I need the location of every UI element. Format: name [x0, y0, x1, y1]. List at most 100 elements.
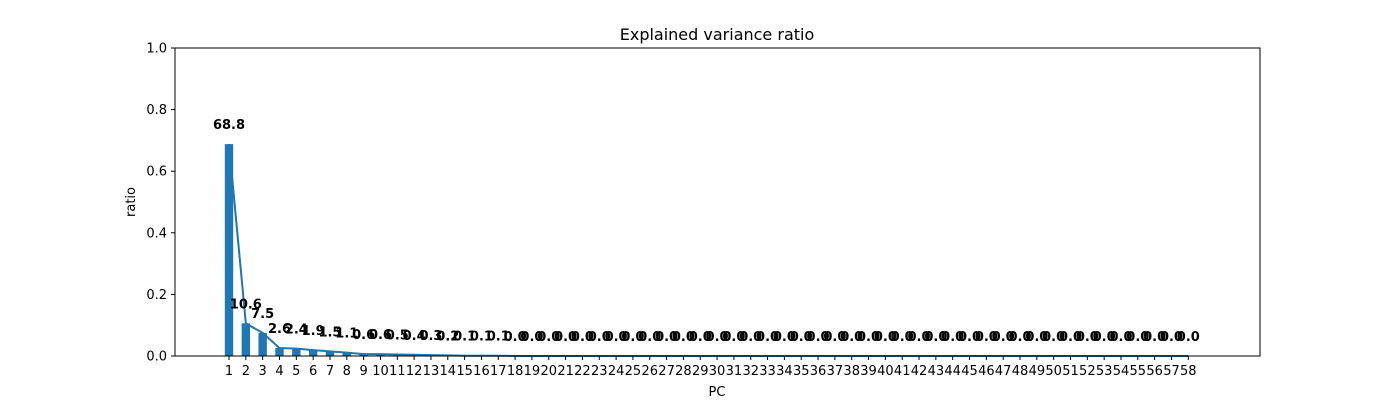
x-tick-label: 6	[309, 364, 317, 379]
data-label: 0.0	[874, 330, 897, 345]
data-label: 0.0	[672, 330, 695, 345]
x-tick-label: 23	[591, 364, 608, 379]
x-tick-label: 22	[574, 364, 591, 379]
x-tick-label: 32	[742, 364, 759, 379]
x-tick-label: 19	[524, 364, 541, 379]
x-tick-label: 42	[911, 364, 928, 379]
x-tick-label: 46	[978, 364, 995, 379]
data-label: 0.0	[924, 330, 947, 345]
x-tick-label: 16	[473, 364, 490, 379]
data-label: 0.0	[554, 330, 577, 345]
x-tick-label: 28	[675, 364, 692, 379]
x-tick-label: 33	[759, 364, 776, 379]
variance-line	[228, 144, 1189, 357]
data-label: 0.5	[386, 328, 409, 343]
data-label: 0.0	[790, 330, 813, 345]
x-tick-label: 54	[1113, 364, 1130, 379]
data-label: 0.0	[840, 330, 863, 345]
x-tick-label: 57	[1163, 364, 1180, 379]
data-label: 0.0	[1160, 330, 1183, 345]
data-label: 0.0	[621, 330, 644, 345]
data-label: 0.0	[941, 330, 964, 345]
data-label: 0.0	[504, 330, 527, 345]
data-label: 0.0	[1093, 330, 1116, 345]
y-tick-label: 0.0	[146, 350, 167, 365]
x-tick-label: 49	[1029, 364, 1046, 379]
x-tick-label: 11	[389, 364, 406, 379]
data-label: 0.0	[1109, 330, 1132, 345]
data-label: 0.0	[722, 330, 745, 345]
data-label: 0.6	[369, 328, 392, 343]
x-tick-label: 8	[343, 364, 351, 379]
x-tick-label: 44	[944, 364, 961, 379]
x-tick-label: 27	[658, 364, 675, 379]
y-tick-label: 1.0	[146, 42, 167, 57]
x-tick-label: 36	[810, 364, 827, 379]
data-label: 7.5	[251, 307, 274, 322]
x-tick-label: 14	[440, 364, 457, 379]
x-tick-label: 9	[359, 364, 367, 379]
x-tick-label: 18	[507, 364, 524, 379]
bar-pc-6	[308, 350, 318, 356]
x-tick-label: 2	[242, 364, 250, 379]
data-label: 0.0	[807, 330, 830, 345]
data-label: 0.0	[706, 330, 729, 345]
data-label: 0.0	[958, 330, 981, 345]
y-axis-title: ratio	[124, 187, 139, 217]
data-label: 2.6	[268, 322, 291, 337]
y-tick-label: 0.6	[146, 165, 167, 180]
x-tick-label: 35	[793, 364, 810, 379]
x-tick-label: 15	[456, 364, 473, 379]
data-label: 0.0	[773, 330, 796, 345]
chart-title: Explained variance ratio	[620, 25, 815, 44]
x-tick-label: 30	[709, 364, 726, 379]
data-label: 0.0	[1059, 330, 1082, 345]
x-tick-label: 1	[225, 364, 233, 379]
data-label: 2.4	[285, 323, 308, 338]
x-tick-label: 37	[827, 364, 844, 379]
data-label: 0.0	[1008, 330, 1031, 345]
plot-area: 0.00.20.40.60.81.01 2 3 4 5 6 7 8 9 10 11 12 13 14 15 1…	[146, 42, 1261, 379]
data-label: 0.0	[857, 330, 880, 345]
bar-pc-2	[241, 323, 251, 356]
x-tick-label: 10	[372, 364, 389, 379]
x-tick-label: 56	[1146, 364, 1163, 379]
data-label: 0.0	[1177, 330, 1200, 345]
data-label: 0.0	[756, 330, 779, 345]
data-label: 1.1	[335, 327, 358, 342]
data-label: 0.0	[1025, 330, 1048, 345]
x-tick-label: 5	[292, 364, 300, 379]
y-tick-label: 0.4	[146, 226, 167, 241]
x-tick-label: 7	[326, 364, 334, 379]
x-tick-label: 50	[1045, 364, 1062, 379]
data-label: 68.8	[213, 118, 245, 133]
bar-pc-1	[224, 144, 234, 356]
x-tick-label: 40	[877, 364, 894, 379]
x-tick-label: 52	[1079, 364, 1096, 379]
data-label: 1.5	[318, 325, 341, 340]
x-tick-label: 17	[490, 364, 507, 379]
x-tick-label: 34	[776, 364, 793, 379]
plot-frame	[174, 47, 1261, 357]
data-label: 0.0	[638, 330, 661, 345]
y-tick-label: 0.2	[146, 288, 167, 303]
x-tick-label: 45	[961, 364, 978, 379]
data-label: 0.0	[1143, 330, 1166, 345]
x-tick-label: 4	[275, 364, 283, 379]
x-tick-label: 20	[540, 364, 557, 379]
x-tick-label: 51	[1062, 364, 1079, 379]
x-tick-label: 24	[608, 364, 625, 379]
data-label: 0.0	[891, 330, 914, 345]
x-tick-label: 38	[843, 364, 860, 379]
bar-pc-5	[292, 348, 301, 356]
data-label: 1.9	[302, 324, 325, 339]
x-tick-label: 31	[726, 364, 743, 379]
x-tick-label: 39	[860, 364, 877, 379]
data-label: 0.0	[1126, 330, 1149, 345]
bar-pc-7	[325, 351, 335, 356]
x-tick-label: 12	[406, 364, 423, 379]
data-label: 0.6	[352, 328, 375, 343]
bar-pc-4	[275, 347, 284, 356]
data-label: 0.1	[487, 330, 510, 345]
x-tick-label: 58	[1180, 364, 1197, 379]
